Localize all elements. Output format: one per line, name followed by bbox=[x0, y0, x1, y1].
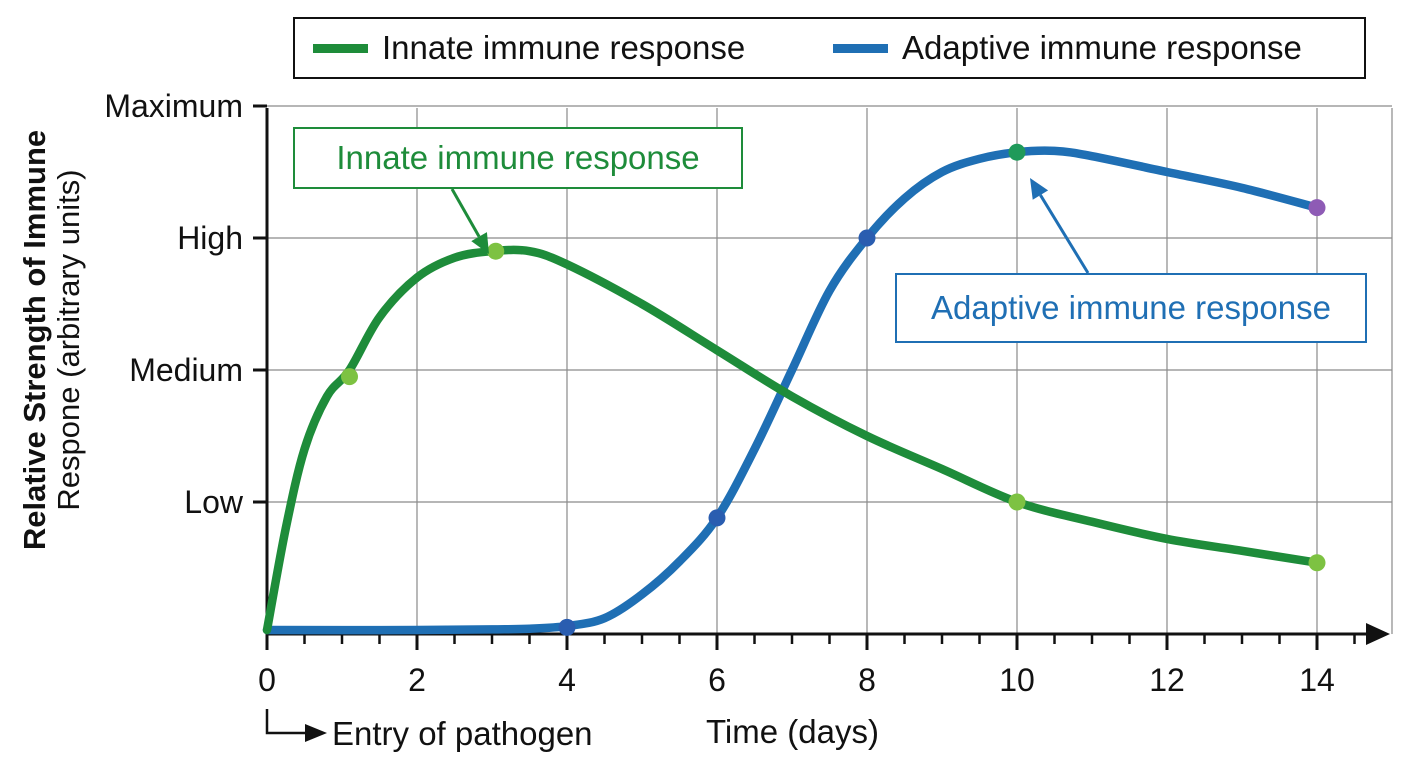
x-tick-label: 0 bbox=[258, 662, 276, 698]
y-axis-label-line2: Respone (arbitrary units) bbox=[51, 169, 86, 511]
adaptive-data-point bbox=[1008, 143, 1026, 161]
innate-callout-arrow-head bbox=[471, 232, 489, 254]
y-tick-label: Medium bbox=[129, 352, 243, 388]
adaptive-data-point bbox=[708, 509, 726, 527]
adaptive-callout-arrow-shaft bbox=[1039, 194, 1090, 274]
innate-data-point bbox=[1308, 554, 1326, 572]
innate-data-point bbox=[487, 242, 505, 260]
y-tick-label: Low bbox=[184, 484, 244, 520]
x-axis-arrowhead bbox=[1366, 623, 1390, 645]
y-tick-label: Maximum bbox=[104, 88, 243, 124]
legend-label-innate: Innate immune response bbox=[382, 29, 746, 66]
adaptive-callout-arrow-head bbox=[1030, 178, 1049, 200]
legend-label-adaptive: Adaptive immune response bbox=[902, 29, 1302, 66]
x-tick-label: 2 bbox=[408, 662, 426, 698]
legend-swatch-adaptive bbox=[833, 43, 888, 53]
x-tick-label: 6 bbox=[708, 662, 726, 698]
entry-of-pathogen-label: Entry of pathogen bbox=[332, 715, 593, 752]
callout-innate: Innate immune response bbox=[293, 127, 743, 189]
innate-data-point bbox=[341, 368, 358, 386]
innate-data-point bbox=[1008, 493, 1026, 511]
legend-item-innate: Innate immune response bbox=[313, 19, 745, 77]
annotation-arrows bbox=[265, 178, 1090, 742]
series-lines bbox=[262, 146, 1322, 635]
x-tick-label: 8 bbox=[858, 662, 876, 698]
data-markers bbox=[341, 143, 1326, 636]
callout-adaptive: Adaptive immune response bbox=[895, 273, 1367, 343]
pathogen-entry-arrow-shaft bbox=[265, 709, 307, 735]
innate-callout-arrow-shaft bbox=[450, 188, 481, 238]
adaptive-response-line bbox=[262, 146, 1322, 635]
x-axis-label: Time (days) bbox=[706, 713, 879, 750]
x-tick-label: 14 bbox=[1299, 662, 1335, 698]
innate-response-line bbox=[262, 245, 1322, 635]
adaptive-data-point bbox=[558, 618, 576, 636]
x-tick-label: 4 bbox=[558, 662, 576, 698]
axis-ticks bbox=[253, 104, 1356, 650]
adaptive-data-point bbox=[858, 229, 876, 247]
y-axis-label: Relative Strength of Immune Respone (arb… bbox=[17, 90, 86, 590]
x-tick-label: 12 bbox=[1149, 662, 1185, 698]
legend-swatch-innate bbox=[313, 43, 368, 53]
pathogen-entry-arrow-head bbox=[305, 724, 327, 742]
legend: Innate immune response Adaptive immune r… bbox=[293, 17, 1366, 79]
legend-item-adaptive: Adaptive immune response bbox=[833, 19, 1302, 77]
x-tick-label: 10 bbox=[999, 662, 1035, 698]
grid-lines bbox=[267, 105, 1393, 634]
y-tick-label: High bbox=[177, 220, 243, 256]
tick-labels: Low Medium High Maximum 0 2 4 6 8 10 12 14 bbox=[104, 88, 1334, 698]
y-axis-label-line1: Relative Strength of Immune bbox=[17, 129, 52, 551]
adaptive-data-point bbox=[1308, 199, 1326, 217]
